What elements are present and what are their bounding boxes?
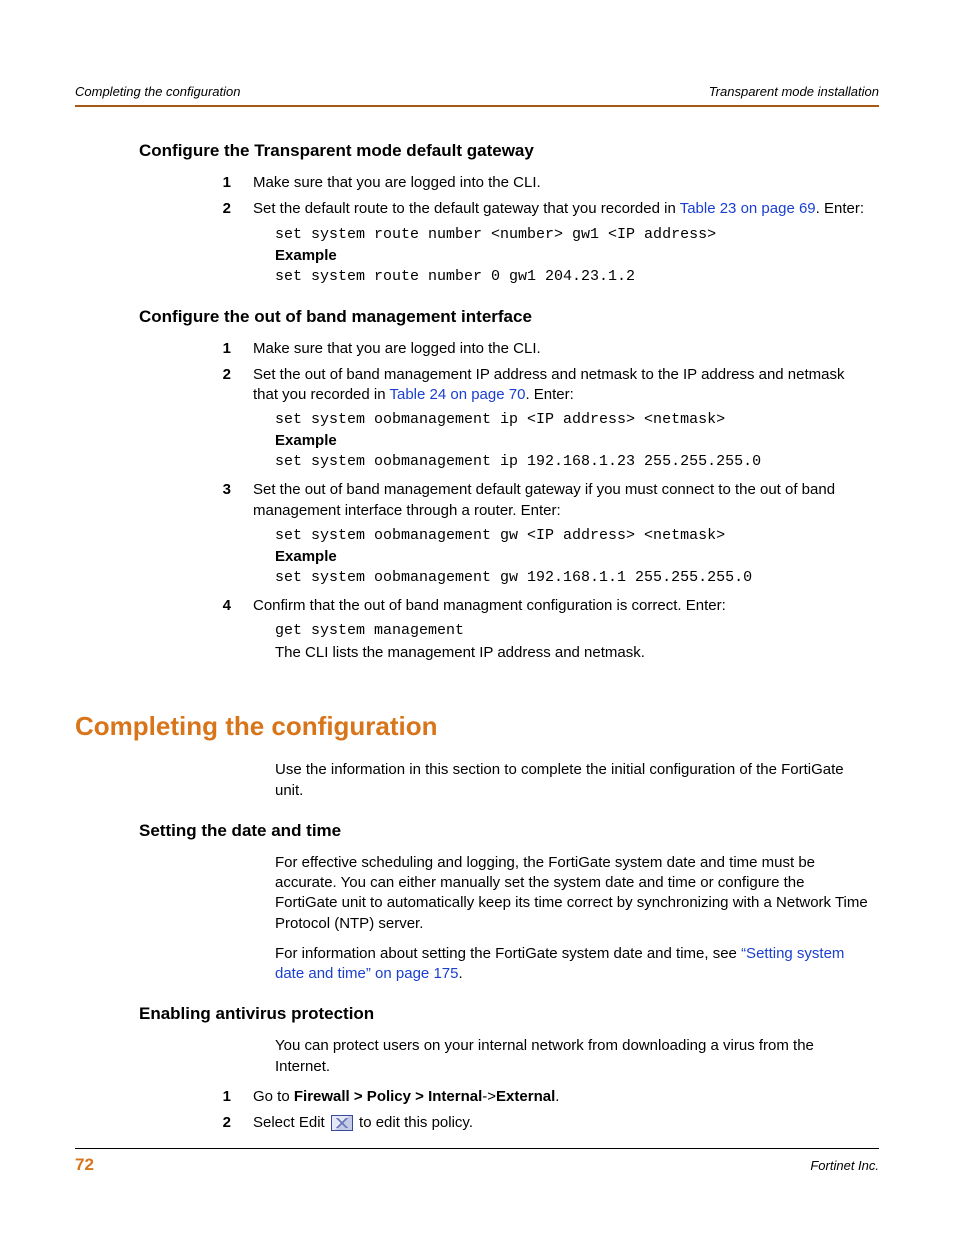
page-number: 72	[75, 1155, 94, 1175]
step-text: Confirm that the out of band managment c…	[253, 596, 879, 616]
header-left: Completing the configuration	[75, 84, 241, 99]
text-fragment: Set the default route to the default gat…	[253, 200, 680, 217]
nav-path: External	[496, 1088, 555, 1105]
edit-icon	[331, 1115, 353, 1131]
step-text: Go to Firewall > Policy > Internal->Exte…	[253, 1087, 879, 1107]
code-line: set system route number 0 gw1 204.23.1.2	[275, 268, 879, 285]
code-line: get system management	[275, 622, 879, 639]
step-row: 2 Set the out of band management IP addr…	[75, 365, 879, 406]
step-text: Set the out of band management IP addres…	[253, 365, 879, 406]
step-after-text: The CLI lists the management IP address …	[275, 643, 879, 663]
paragraph: You can protect users on your internal n…	[275, 1036, 879, 1077]
code-line: set system oobmanagement gw 192.168.1.1 …	[275, 569, 879, 586]
step-row: 2 Set the default route to the default g…	[75, 199, 879, 219]
intro-paragraph: Use the information in this section to c…	[275, 760, 879, 801]
example-label: Example	[275, 432, 879, 449]
step-number: 2	[75, 199, 253, 219]
heading-transparent-gateway: Configure the Transparent mode default g…	[139, 141, 879, 161]
cross-reference-link[interactable]: Table 24 on page 70	[389, 386, 525, 403]
step-row: 3 Set the out of band management default…	[75, 480, 879, 521]
text-fragment: .	[555, 1088, 559, 1105]
step-number: 3	[75, 480, 253, 521]
step-number: 1	[75, 1087, 253, 1107]
paragraph: For information about setting the FortiG…	[275, 944, 879, 985]
step-row: 1 Make sure that you are logged into the…	[75, 173, 879, 193]
paragraph: For effective scheduling and logging, th…	[275, 853, 879, 934]
heading-oob-mgmt: Configure the out of band management int…	[139, 307, 879, 327]
step-number: 1	[75, 339, 253, 359]
heading-completing-config: Completing the configuration	[75, 711, 879, 742]
heading-date-time: Setting the date and time	[139, 821, 879, 841]
footer-company: Fortinet Inc.	[810, 1158, 879, 1173]
document-page: Completing the configuration Transparent…	[0, 0, 954, 1199]
nav-path: Firewall > Policy > Internal	[294, 1088, 482, 1105]
step-row: 2 Select Edit to edit this policy.	[75, 1113, 879, 1133]
step-row: 4 Confirm that the out of band managment…	[75, 596, 879, 616]
text-fragment: Select Edit	[253, 1114, 329, 1131]
running-header: Completing the configuration Transparent…	[75, 84, 879, 107]
nav-path: ->	[482, 1088, 496, 1105]
text-fragment: For information about setting the FortiG…	[275, 945, 741, 962]
heading-antivirus: Enabling antivirus protection	[139, 1004, 879, 1024]
header-right: Transparent mode installation	[709, 84, 879, 99]
step-text: Make sure that you are logged into the C…	[253, 339, 879, 359]
step-text: Select Edit to edit this policy.	[253, 1113, 879, 1133]
text-fragment: to edit this policy.	[355, 1114, 473, 1131]
text-fragment: . Enter:	[816, 200, 864, 217]
example-label: Example	[275, 247, 879, 264]
code-line: set system oobmanagement ip <IP address>…	[275, 411, 879, 428]
text-fragment: Go to	[253, 1088, 294, 1105]
step-number: 1	[75, 173, 253, 193]
cross-reference-link[interactable]: Table 23 on page 69	[680, 200, 816, 217]
code-line: set system oobmanagement ip 192.168.1.23…	[275, 453, 879, 470]
page-footer: 72 Fortinet Inc.	[75, 1148, 879, 1175]
step-row: 1 Make sure that you are logged into the…	[75, 339, 879, 359]
step-number: 2	[75, 1113, 253, 1133]
step-text: Set the out of band management default g…	[253, 480, 879, 521]
step-text: Make sure that you are logged into the C…	[253, 173, 879, 193]
step-row: 1 Go to Firewall > Policy > Internal->Ex…	[75, 1087, 879, 1107]
text-fragment: .	[458, 965, 462, 982]
example-label: Example	[275, 548, 879, 565]
code-line: set system route number <number> gw1 <IP…	[275, 226, 879, 243]
step-text: Set the default route to the default gat…	[253, 199, 879, 219]
text-fragment: . Enter:	[525, 386, 573, 403]
code-line: set system oobmanagement gw <IP address>…	[275, 527, 879, 544]
step-number: 2	[75, 365, 253, 406]
step-number: 4	[75, 596, 253, 616]
